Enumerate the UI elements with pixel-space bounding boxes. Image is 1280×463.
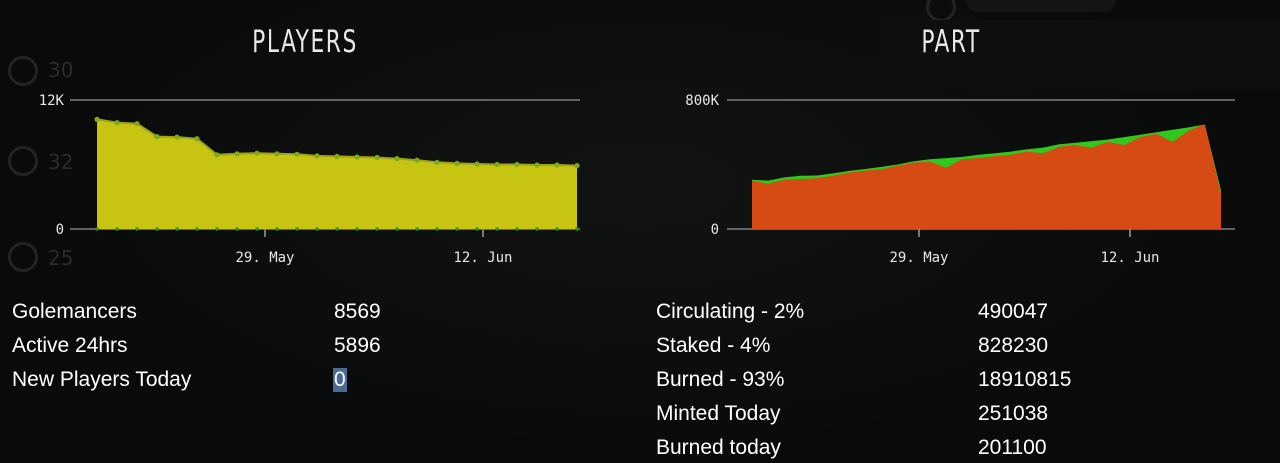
- stat-value: 8569: [334, 300, 381, 323]
- stat-label: Burned today: [656, 436, 781, 459]
- data-point: [94, 116, 100, 122]
- x-tick-label: 12. Jun: [453, 250, 512, 266]
- baseline-point: [195, 227, 199, 231]
- ghost-badge-icon: [8, 242, 38, 272]
- data-point: [274, 151, 280, 157]
- data-point: [214, 152, 220, 158]
- stat-value: 201100: [978, 436, 1047, 459]
- baseline-point: [335, 227, 339, 231]
- stat-label: Staked - 4%: [656, 334, 771, 357]
- y-tick-label: 800K: [685, 93, 719, 109]
- data-point: [154, 134, 160, 140]
- stat-label: Circulating - 2%: [656, 300, 805, 323]
- baseline-point: [555, 227, 559, 231]
- data-point: [134, 121, 140, 127]
- ghost-badge-icon: [8, 56, 38, 86]
- data-point: [394, 156, 400, 162]
- stat-label: Active 24hrs: [12, 334, 128, 357]
- baseline-point: [295, 227, 299, 231]
- baseline-point: [135, 227, 139, 231]
- baseline-point: [415, 227, 419, 231]
- data-point: [514, 161, 520, 168]
- x-tick-label: 12. Jun: [1100, 250, 1159, 266]
- charts-svg: 12K 0 29. May 12. Jun 800K 0 29. May 12. Jun: [39, 93, 1235, 266]
- baseline-point: [275, 227, 279, 231]
- baseline-point: [235, 227, 239, 231]
- baseline-point: [175, 227, 179, 231]
- data-point: [414, 157, 420, 163]
- baseline-point: [255, 227, 259, 231]
- data-point: [494, 161, 500, 168]
- ghost-value: 30: [48, 58, 74, 82]
- x-tick-label: 29. May: [889, 250, 948, 266]
- ghost-value: 25: [48, 246, 74, 270]
- ghost-panel: [880, 20, 1280, 90]
- part-stats: Circulating - 2% 490047 Staked - 4% 8282…: [656, 300, 1156, 463]
- baseline-point: [375, 227, 379, 231]
- stat-value: 490047: [978, 300, 1049, 323]
- stat-label: Minted Today: [656, 402, 781, 425]
- data-point: [194, 136, 200, 142]
- data-point: [454, 160, 460, 166]
- data-point: [554, 162, 560, 168]
- y-tick-label: 0: [711, 222, 719, 238]
- ghost-bar: [966, 0, 1116, 12]
- baseline-point: [215, 227, 219, 231]
- data-point: [254, 150, 260, 156]
- ghost-badge-icon: [8, 146, 38, 176]
- stat-value: 5896: [334, 334, 381, 357]
- baseline-point: [95, 227, 99, 231]
- stat-value-selected[interactable]: 0: [333, 368, 347, 392]
- stat-value: 18910815: [978, 368, 1072, 391]
- players-title: PLAYERS: [252, 24, 358, 60]
- data-point: [114, 120, 120, 126]
- data-point: [174, 134, 180, 140]
- baseline-point: [455, 227, 459, 231]
- data-point: [234, 151, 240, 157]
- baseline-point: [355, 227, 359, 231]
- data-point: [374, 154, 380, 161]
- ghost-value: 32: [48, 150, 74, 174]
- data-point: [474, 161, 480, 167]
- data-point: [294, 151, 300, 157]
- baseline-point: [115, 227, 119, 231]
- baseline-point: [475, 227, 479, 231]
- baseline-point: [535, 227, 539, 231]
- baseline-point: [575, 227, 579, 231]
- y-tick-label: 12K: [39, 93, 65, 109]
- baseline-point: [155, 227, 159, 231]
- stat-label: New Players Today: [12, 368, 192, 391]
- data-point: [434, 159, 440, 165]
- y-tick-label: 0: [56, 222, 64, 238]
- stat-value: 251038: [978, 402, 1049, 425]
- part-title: PART: [921, 24, 981, 60]
- baseline-point: [495, 227, 499, 231]
- data-point: [574, 163, 580, 169]
- stat-value: 828230: [978, 334, 1049, 357]
- baseline-point: [515, 227, 519, 231]
- baseline-point: [395, 227, 399, 231]
- stat-label: Golemancers: [12, 300, 137, 323]
- data-point: [334, 153, 340, 159]
- data-point: [354, 154, 360, 160]
- baseline-point: [315, 227, 319, 231]
- baseline-point: [435, 227, 439, 231]
- data-point: [534, 162, 540, 168]
- stat-label: Burned - 93%: [656, 368, 785, 391]
- data-point: [314, 153, 320, 159]
- players-stats: Golemancers 8569 Active 24hrs 5896 New P…: [12, 300, 412, 410]
- area-series-0-0: [97, 119, 577, 229]
- x-tick-label: 29. May: [235, 250, 294, 266]
- area-series-1-1: [752, 124, 1221, 229]
